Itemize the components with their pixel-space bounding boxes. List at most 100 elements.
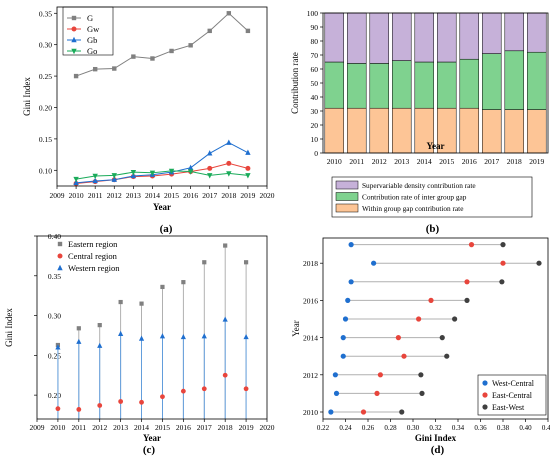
stacked-bar-segment [482,53,502,110]
x-tick-label: 2014 [417,157,432,166]
legend-label: Central region [68,251,118,261]
x-tick-label: 2019 [529,157,544,166]
x-tick-label: 2013 [126,191,141,200]
data-point-Western region [76,338,82,344]
data-point-East-Central [401,353,407,359]
data-point-Central region [201,386,207,392]
legend-marker [57,241,63,247]
legend-marker [71,15,77,21]
stacked-bar-segment [324,107,344,154]
data-point-Eastern region [243,260,249,265]
data-point-G [131,54,136,59]
panel-label: (a) [160,223,173,235]
data-point-Go [130,169,137,176]
x-tick-label: 0.42 [542,424,550,432]
data-point-Western region [243,333,249,340]
data-point-East-West [444,353,450,359]
y-axis-label: Gini Index [4,308,14,347]
data-point-Central region [139,399,144,405]
data-point-Eastern region [181,280,186,285]
data-point-Gb [73,179,79,186]
x-tick-label: 2011 [88,191,103,200]
data-point-G [207,28,212,34]
data-point-Go [226,171,232,177]
y-tick-label: 70 [311,51,319,60]
x-tick-label: 0.28 [384,424,397,432]
legend-label: Western region [68,263,120,273]
data-point-Central region [222,372,228,378]
y-axis-label: Gini Index [22,77,32,116]
y-tick-label: 0.35 [39,9,52,18]
data-point-West-Central [333,390,340,396]
x-tick-label: 2017 [202,191,217,200]
x-axis-label: Year [153,202,171,212]
legend-label: Supervariable density contribution rate [362,181,476,190]
legend-swatch [335,203,359,213]
legend-marker [482,380,488,386]
data-point-East-Central [428,297,434,303]
x-axis-label: Year [427,141,445,151]
stacked-bar-segment [369,12,389,64]
x-tick-label: 0.24 [339,424,352,432]
y-axis-label: Year [291,320,301,337]
panel-label: (b) [426,223,440,235]
y-tick-label: 0.35 [48,272,61,281]
panel-a-frame [56,6,268,187]
data-point-East-West [499,279,505,285]
y-tick-label: 100 [307,9,319,18]
x-tick-label: 2019 [239,423,254,432]
data-point-Go [207,173,213,179]
legend-label: G [87,13,93,23]
stacked-bar-segment [347,107,367,154]
data-point-Eastern region [139,301,144,306]
y-tick-label: 80 [311,37,319,46]
stacked-bar-segment [504,50,524,110]
data-point-Gw [226,160,232,166]
data-point-Eastern region [118,299,123,305]
data-point-Western region [180,333,186,340]
data-point-Go [187,169,194,175]
stacked-bar-segment [369,107,389,154]
legend-swatch [335,192,359,201]
y-tick-label: 0.30 [48,312,61,321]
y-tick-label: 20 [311,121,319,130]
data-point-Eastern region [202,260,207,265]
x-tick-label: 2020 [260,191,275,200]
x-tick-label: 2015 [155,423,170,432]
panel-a: 2009 2010 2011 2012 2013 2014 2015 2016 2017 2018… [22,6,275,235]
y-tick-label: 10 [311,135,319,144]
stacked-bar-segment [414,61,434,109]
stacked-bar-segment [437,61,457,109]
x-tick-label: 0.26 [362,424,375,432]
y-tick-label: 30 [311,107,319,116]
stacked-bar-segment [392,60,412,109]
stacked-bar-segment [437,12,457,63]
x-tick-label: 2010 [50,423,65,432]
data-point-G [150,56,155,61]
legend-box [62,6,114,56]
data-point-West-Central [348,279,354,285]
data-point-G [73,73,79,79]
x-tick-label: 2018 [218,423,233,432]
data-point-G [188,43,193,48]
data-point-Eastern region [223,243,228,248]
data-point-Go [92,173,98,180]
data-point-Eastern region [160,284,165,290]
x-tick-label: 2011 [71,423,86,432]
legend-marker [71,48,77,55]
panel-c-frame [36,235,268,420]
y-tick-label: 0.25 [48,351,61,360]
data-point-Gb [207,150,213,156]
data-point-Gb [130,172,137,179]
legend-box [477,374,547,416]
data-point-West-Central [328,409,334,415]
y-tick-label: 0.25 [39,72,52,81]
stacked-bar-segment [527,12,547,53]
y-tick-label: 0.20 [39,103,52,112]
x-axis-label: Year [143,433,161,443]
data-point-Go [168,168,175,175]
y-tick-label: 0 [314,149,318,158]
stacked-bar-segment [347,63,367,109]
data-point-G [226,11,232,16]
